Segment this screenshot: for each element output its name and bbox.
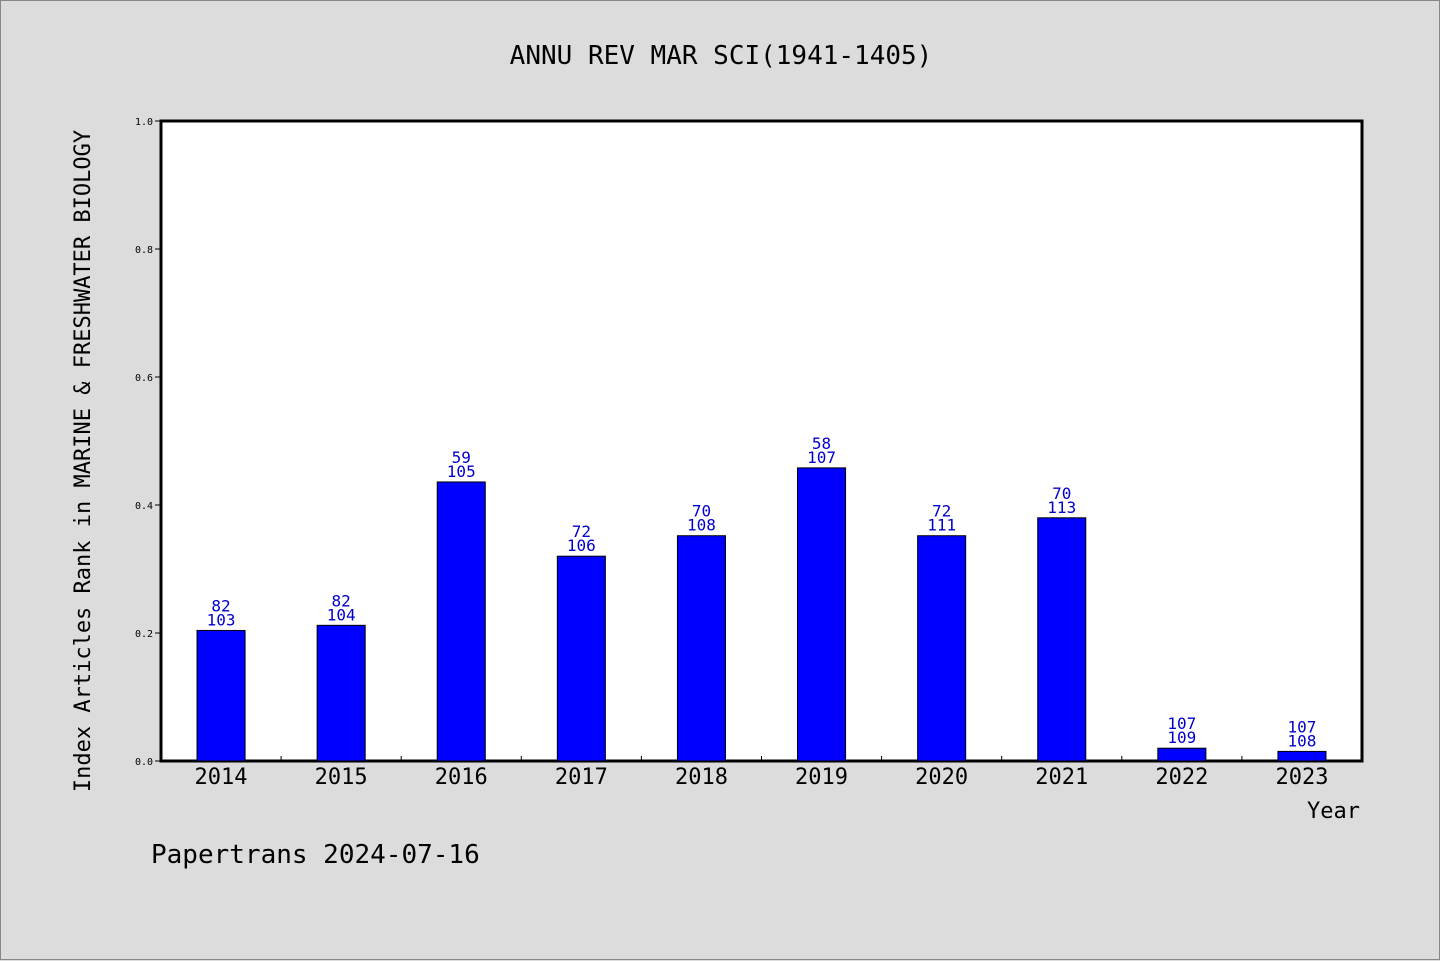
bar-rank-label: 107 xyxy=(1167,714,1196,733)
bar-rank-label: 82 xyxy=(211,596,230,615)
bar-2020 xyxy=(917,535,967,762)
bar-2023 xyxy=(1277,750,1327,762)
y-axis: 0.0 0.2 0.4 0.6 0.8 1.0 xyxy=(135,117,161,768)
x-tick-label: 2023 xyxy=(1275,765,1328,790)
bar-total-label: 105 xyxy=(447,462,476,481)
bar-2022 xyxy=(1157,747,1207,762)
y-tick-label: 0.8 xyxy=(135,245,153,256)
y-tick-label: 0.2 xyxy=(135,629,153,640)
bar-rank-label: 82 xyxy=(332,591,351,610)
bar-total-label: 113 xyxy=(1047,498,1076,517)
bar-total-label: 108 xyxy=(1287,731,1316,750)
footer-credit: Papertrans 2024-07-16 xyxy=(151,840,480,870)
x-tick-label: 2014 xyxy=(195,765,248,790)
bar-total-label: 109 xyxy=(1167,728,1196,747)
bar-total-label: 111 xyxy=(927,516,956,535)
bar-rank-label: 70 xyxy=(1052,484,1071,503)
bar-labels: 8210382104591057210670108581077211170113… xyxy=(207,434,1317,751)
x-tick-label: 2021 xyxy=(1035,765,1088,790)
x-axis-label: Year xyxy=(1307,799,1360,824)
x-tick-label: 2016 xyxy=(435,765,488,790)
y-tick-label: 0.4 xyxy=(135,501,153,512)
y-tick-label: 0.6 xyxy=(135,373,153,384)
bar-2016 xyxy=(436,481,486,762)
x-tick-label: 2019 xyxy=(795,765,848,790)
bars xyxy=(196,467,1327,762)
y-tick-label: 0.0 xyxy=(135,757,153,768)
bar-rank-label: 59 xyxy=(452,448,471,467)
bar-rank-label: 70 xyxy=(692,502,711,521)
bar-2017 xyxy=(556,555,606,762)
bar-2015 xyxy=(316,624,366,762)
y-axis-label: Index Articles Rank in MARINE & FRESHWAT… xyxy=(71,130,96,792)
bar-rank-label: 72 xyxy=(932,502,951,521)
y-tick-label: 1.0 xyxy=(135,117,153,128)
bar-total-label: 107 xyxy=(807,448,836,467)
bar-total-label: 108 xyxy=(687,516,716,535)
bar-2019 xyxy=(797,467,847,762)
bar-2021 xyxy=(1037,517,1087,762)
x-tick-label: 2015 xyxy=(315,765,368,790)
bar-2014 xyxy=(196,629,246,762)
chart-title: ANNU REV MAR SCI(1941-1405) xyxy=(510,41,933,71)
bar-rank-label: 58 xyxy=(812,434,831,453)
bar-total-label: 104 xyxy=(327,605,356,624)
bar-total-label: 106 xyxy=(567,536,596,555)
x-tick-label: 2018 xyxy=(675,765,728,790)
x-tick-label: 2022 xyxy=(1155,765,1208,790)
bar-2018 xyxy=(676,535,726,762)
bar-total-label: 103 xyxy=(207,610,236,629)
x-axis: 2014 2015 2016 2017 2018 2019 2020 2021 2022 2023 xyxy=(195,756,1328,790)
bar-rank-label: 107 xyxy=(1287,717,1316,736)
bar-rank-label: 72 xyxy=(572,522,591,541)
x-tick-label: 2020 xyxy=(915,765,968,790)
x-tick-label: 2017 xyxy=(555,765,608,790)
